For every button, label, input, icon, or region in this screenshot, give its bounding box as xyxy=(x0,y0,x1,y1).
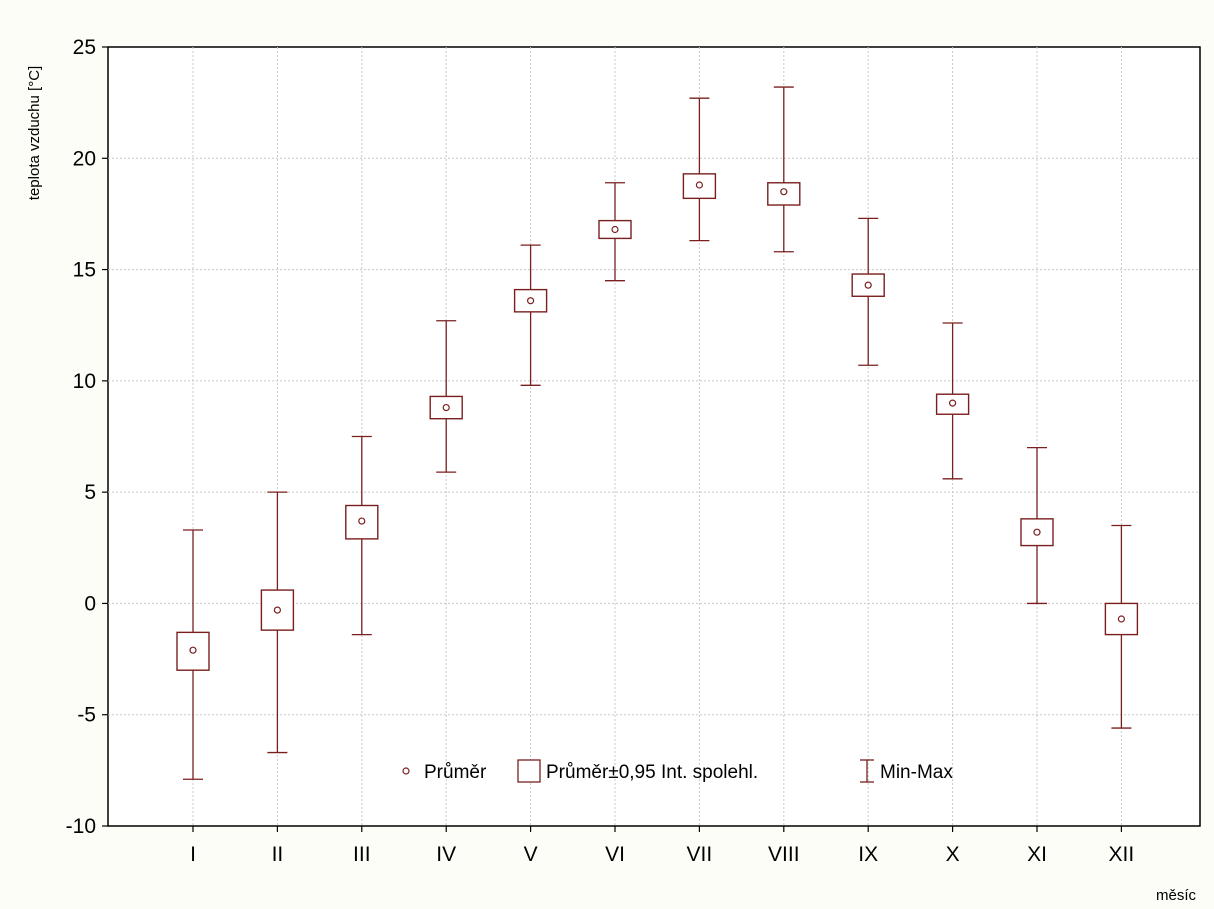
legend-minmax-marker xyxy=(860,759,874,783)
mean-point xyxy=(442,403,450,412)
x-axis-title: měsíc xyxy=(1156,887,1197,904)
month-VII xyxy=(682,97,717,242)
x-axis: I II III IV V VI VII VIII IX X XI XII xyxy=(190,826,1134,866)
legend-label-minmax: Min-Max xyxy=(880,762,953,783)
x-tick-label: V xyxy=(524,843,538,866)
mean-point xyxy=(526,297,535,305)
month-XII xyxy=(1104,524,1139,729)
y-tick-label: 5 xyxy=(84,481,96,504)
x-tick-label: I xyxy=(190,843,196,866)
legend-label-mean: Průměr xyxy=(424,762,487,783)
month-VIII xyxy=(767,86,801,253)
x-tick-label: XI xyxy=(1027,843,1047,866)
month-III xyxy=(345,435,379,636)
x-tick-label: IV xyxy=(436,843,456,866)
y-axis: -10 -5 0 5 10 15 20 25 xyxy=(66,36,108,838)
month-V xyxy=(513,244,548,386)
y-tick-label: 0 xyxy=(84,592,96,615)
month-II xyxy=(260,491,295,754)
mean-point xyxy=(695,181,704,189)
y-tick-label: 15 xyxy=(73,259,96,282)
legend-ci-marker xyxy=(517,759,541,783)
mean-point xyxy=(780,188,788,196)
month-IV xyxy=(429,320,463,473)
month-XI xyxy=(1020,446,1054,605)
mean-point xyxy=(864,281,872,289)
series-marks xyxy=(176,86,1139,780)
month-VI xyxy=(598,182,632,282)
month-I xyxy=(176,529,210,780)
x-tick-label: XII xyxy=(1109,843,1135,866)
x-tick-label: III xyxy=(353,843,371,866)
x-tick-label: VIII xyxy=(768,843,800,866)
grid xyxy=(108,47,1200,826)
mean-point xyxy=(611,225,619,234)
x-tick-label: VII xyxy=(687,843,713,866)
y-tick-label: -5 xyxy=(77,704,96,727)
mean-point xyxy=(189,646,197,654)
mean-point xyxy=(948,399,957,407)
y-tick-label: 20 xyxy=(73,147,96,170)
month-IX xyxy=(851,217,885,366)
y-tick-label: 10 xyxy=(73,370,96,393)
x-tick-label: VI xyxy=(605,843,625,866)
legend: Průměr Průměr±0,95 Int. spolehl. Min-Max xyxy=(402,759,953,783)
mean-point xyxy=(273,606,281,614)
plot-area xyxy=(107,46,1201,827)
legend-label-ci: Průměr±0,95 Int. spolehl. xyxy=(546,762,758,783)
mean-point xyxy=(358,517,366,525)
legend-mean-marker xyxy=(402,767,410,775)
y-tick-label: -10 xyxy=(66,815,96,838)
y-tick-label: 25 xyxy=(73,36,96,59)
y-axis-title: teplota vzduchu [°C] xyxy=(26,66,43,200)
x-tick-label: IX xyxy=(858,843,878,866)
mean-point xyxy=(1117,615,1126,623)
x-tick-label: II xyxy=(272,843,284,866)
month-X xyxy=(935,322,970,480)
mean-point xyxy=(1033,528,1041,536)
x-tick-label: X xyxy=(946,843,960,866)
